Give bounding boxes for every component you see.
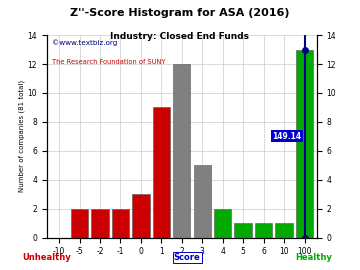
Bar <box>112 209 129 238</box>
Text: Unhealthy: Unhealthy <box>22 253 71 262</box>
Text: Healthy: Healthy <box>295 253 332 262</box>
Bar <box>296 50 313 238</box>
Text: Score: Score <box>174 253 201 262</box>
Bar <box>214 209 231 238</box>
Text: The Research Foundation of SUNY: The Research Foundation of SUNY <box>52 59 166 65</box>
Bar <box>91 209 109 238</box>
Bar <box>173 64 190 238</box>
Y-axis label: Number of companies (81 total): Number of companies (81 total) <box>18 80 25 193</box>
Text: Z''-Score Histogram for ASA (2016): Z''-Score Histogram for ASA (2016) <box>70 8 290 18</box>
Bar <box>255 223 272 238</box>
Bar <box>132 194 150 238</box>
Bar <box>194 165 211 238</box>
Text: 149.14: 149.14 <box>272 132 301 141</box>
Bar <box>234 223 252 238</box>
Bar <box>275 223 293 238</box>
Text: ©www.textbiz.org: ©www.textbiz.org <box>52 39 118 46</box>
Bar <box>153 107 170 238</box>
Bar <box>71 209 88 238</box>
Text: Industry: Closed End Funds: Industry: Closed End Funds <box>111 32 249 41</box>
